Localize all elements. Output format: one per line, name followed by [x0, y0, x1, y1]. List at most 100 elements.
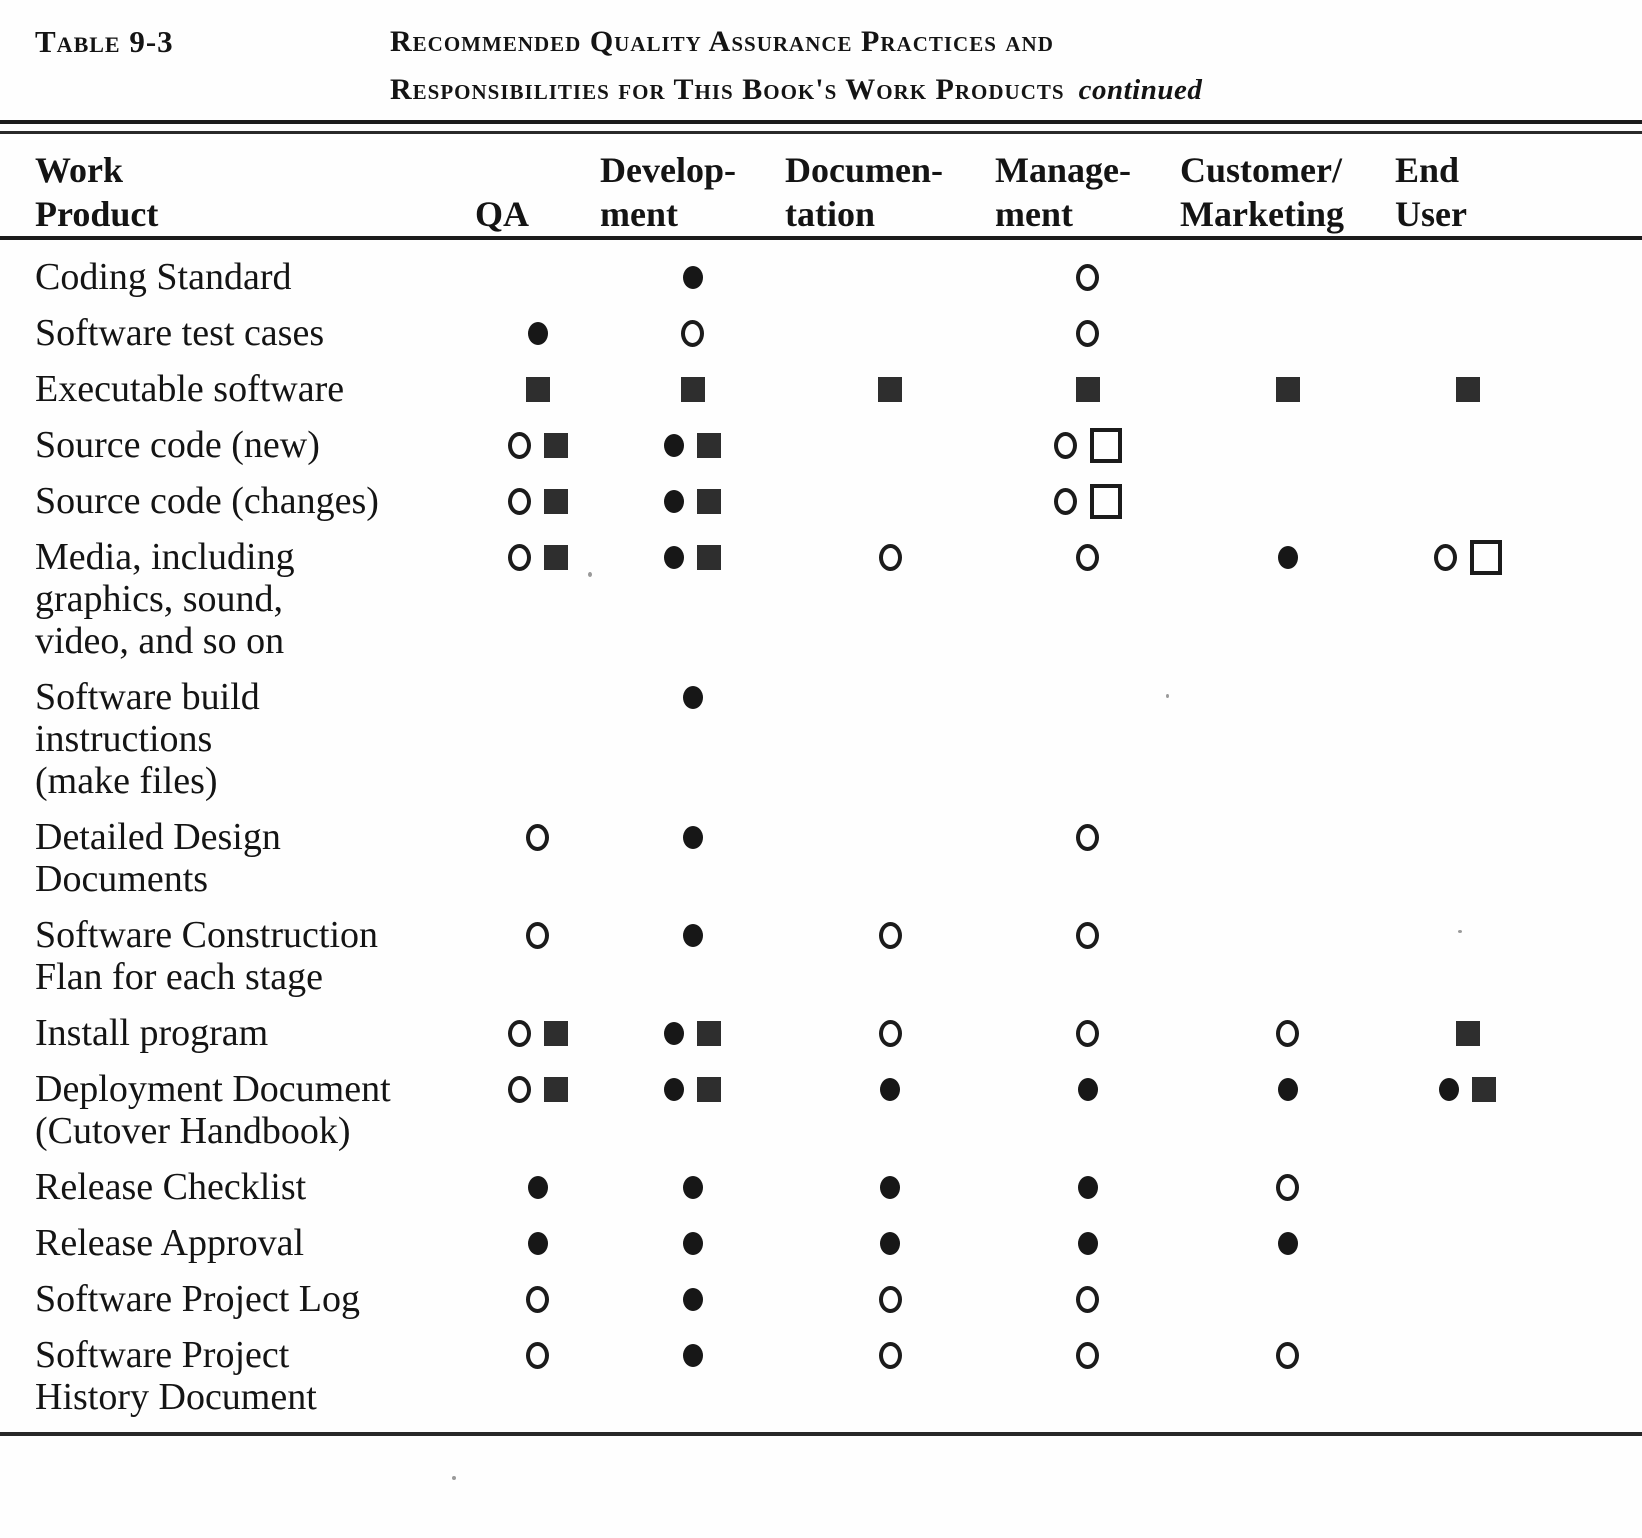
circle-open-icon — [526, 921, 549, 949]
cell-end_user — [1395, 312, 1540, 354]
column-header-line: Customer/ — [1180, 150, 1342, 190]
circle-open-icon — [1076, 1285, 1099, 1313]
cell-qa — [475, 480, 600, 522]
square-filled-icon — [680, 376, 705, 402]
column-header-line: User — [1395, 194, 1467, 234]
work-product-name: Software build instructions (make files) — [0, 676, 475, 802]
cell-customer_marketing — [1180, 676, 1395, 718]
circle-open-icon — [507, 431, 531, 459]
square-filled-icon — [1455, 376, 1480, 402]
cell-end_user — [1395, 1278, 1540, 1320]
cell-customer_marketing — [1180, 1222, 1395, 1264]
square-filled-icon — [525, 376, 550, 402]
circle-open-icon — [1053, 487, 1077, 515]
work-product-line: Source code (new) — [35, 424, 320, 466]
circle-open-icon — [878, 921, 902, 949]
circle-filled-icon — [1277, 545, 1298, 569]
cell-qa — [475, 424, 600, 466]
table-row: Source code (changes) — [0, 480, 1642, 522]
column-header-line: Manage- — [995, 150, 1131, 190]
continued-marker: continued — [1078, 74, 1203, 106]
scan-speck — [1166, 694, 1169, 698]
cell-documentation — [785, 1278, 995, 1320]
circle-filled-icon — [682, 825, 703, 849]
cell-end_user — [1395, 256, 1540, 298]
cell-management — [995, 256, 1180, 298]
cell-development — [600, 914, 785, 956]
work-product-name: Executable software — [0, 368, 475, 410]
column-header-line: ment — [995, 194, 1073, 234]
cell-qa — [475, 312, 600, 354]
circle-filled-icon — [664, 545, 684, 569]
table-row: Media, including graphics, sound, video, a… — [0, 536, 1642, 662]
column-header-customer_marketing: Customer/Marketing — [1180, 148, 1395, 236]
cell-development — [600, 1166, 785, 1208]
cell-documentation — [785, 536, 995, 578]
circle-open-icon — [1076, 823, 1099, 851]
square-open-icon — [1089, 427, 1122, 463]
circle-filled-icon — [1077, 1175, 1098, 1199]
circle-filled-icon — [880, 1175, 900, 1199]
table-row: Software build instructions (make files) — [0, 676, 1642, 802]
work-product-line: History Document — [35, 1376, 317, 1418]
cell-management — [995, 676, 1180, 718]
circle-open-icon — [526, 823, 549, 851]
table-row: Deployment Document (Cutover Handbook) — [0, 1068, 1642, 1152]
table-row: Software Project History Document — [0, 1334, 1642, 1418]
work-product-name: Install program — [0, 1012, 475, 1054]
circle-open-icon — [507, 543, 531, 571]
circle-open-icon — [1053, 431, 1077, 459]
circle-open-icon — [1076, 921, 1099, 949]
column-header-documentation: Documen-tation — [785, 148, 995, 236]
circle-open-icon — [878, 1341, 902, 1369]
circle-open-icon — [526, 1285, 549, 1313]
circle-filled-icon — [682, 265, 703, 289]
cell-customer_marketing — [1180, 480, 1395, 522]
work-product-line: Deployment Document — [35, 1068, 391, 1110]
work-product-name: Source code (changes) — [0, 480, 475, 522]
cell-customer_marketing — [1180, 256, 1395, 298]
circle-filled-icon — [1277, 1231, 1298, 1255]
cell-management — [995, 312, 1180, 354]
square-filled-icon — [1275, 376, 1300, 402]
square-filled-icon — [1472, 1076, 1496, 1102]
cell-development — [600, 368, 785, 410]
cell-documentation — [785, 1012, 995, 1054]
column-header-end_user: End User — [1395, 148, 1540, 236]
cell-end_user — [1395, 480, 1540, 522]
cell-qa — [475, 536, 600, 578]
work-product-line: Executable software — [35, 368, 345, 410]
square-filled-icon — [1075, 376, 1100, 402]
circle-filled-icon — [527, 1231, 548, 1255]
square-open-icon — [1089, 483, 1122, 519]
cell-qa — [475, 1278, 600, 1320]
square-filled-icon — [697, 1076, 721, 1102]
work-product-name: Detailed Design Documents — [0, 816, 475, 900]
circle-open-icon — [507, 1075, 531, 1103]
cell-end_user — [1395, 1166, 1540, 1208]
work-product-name: Deployment Document (Cutover Handbook) — [0, 1068, 475, 1152]
cell-development — [600, 1334, 785, 1376]
circle-filled-icon — [664, 489, 684, 513]
cell-customer_marketing — [1180, 312, 1395, 354]
work-product-line: Software Project — [35, 1334, 290, 1376]
qa-practices-table: Work Product QA Develop-ment Documen-tation… — [0, 134, 1642, 1418]
work-product-line: Flan for each stage — [35, 956, 324, 998]
circle-filled-icon — [527, 1175, 548, 1199]
cell-documentation — [785, 368, 995, 410]
table-row: Software test cases — [0, 312, 1642, 354]
circle-filled-icon — [682, 1175, 703, 1199]
cell-development — [600, 1012, 785, 1054]
work-product-line: Software test cases — [35, 312, 325, 354]
column-header-line: Product — [35, 194, 159, 234]
cell-documentation — [785, 312, 995, 354]
cell-qa — [475, 1012, 600, 1054]
cell-customer_marketing — [1180, 536, 1395, 578]
square-filled-icon — [697, 544, 721, 570]
square-filled-icon — [543, 488, 568, 514]
work-product-line: Source code (changes) — [35, 480, 379, 522]
cell-development — [600, 312, 785, 354]
circle-open-icon — [507, 487, 531, 515]
circle-open-icon — [1276, 1341, 1299, 1369]
